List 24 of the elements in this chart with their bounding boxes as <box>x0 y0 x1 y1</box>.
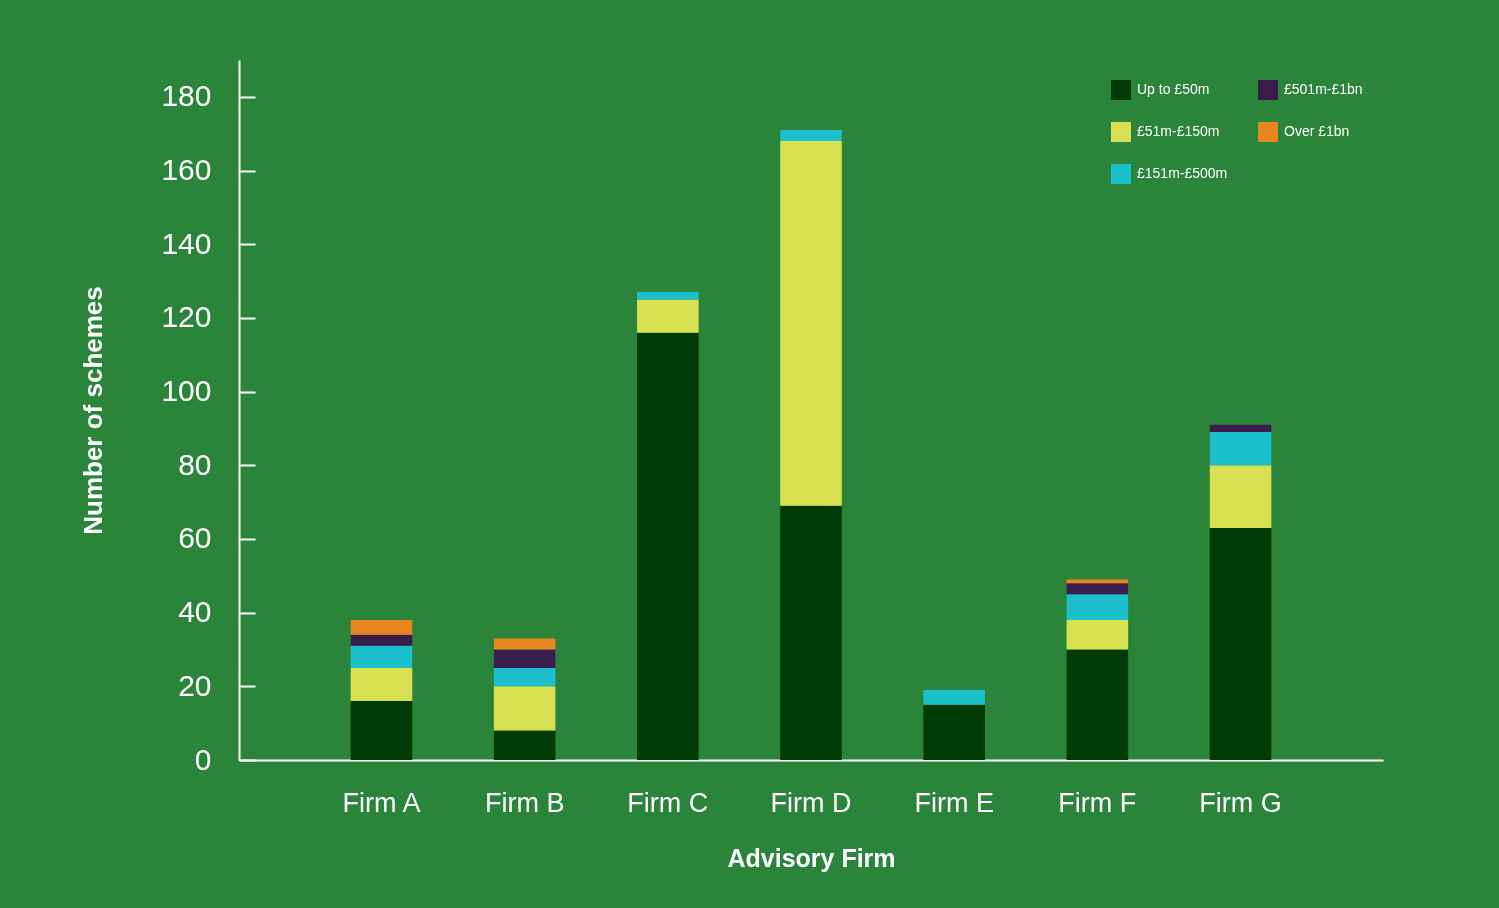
y-tick-label: 120 <box>161 300 212 334</box>
x-tick-label: Firm C <box>627 787 709 818</box>
y-tick-label: 160 <box>161 153 212 187</box>
legend-label: Up to £50m <box>1137 81 1210 97</box>
x-tick-label: Firm A <box>342 787 421 818</box>
x-tick-label: Firm E <box>914 787 994 818</box>
x-tick-label: Firm D <box>770 787 852 818</box>
legend-label: £51m-£150m <box>1137 123 1220 139</box>
legend-label: £501m-£1bn <box>1284 81 1363 97</box>
y-tick-label: 20 <box>178 668 212 702</box>
x-axis-title: Advisory Firm <box>727 843 896 872</box>
x-tick-label: Firm F <box>1058 787 1137 818</box>
legend-label: Over £1bn <box>1284 123 1350 139</box>
legend-label: £151m-£500m <box>1137 165 1228 181</box>
y-axis-title: Number of schemes <box>78 286 109 535</box>
y-tick-label: 180 <box>161 79 212 113</box>
y-tick-label: 40 <box>178 595 212 629</box>
y-tick-label: 100 <box>161 374 212 408</box>
y-tick-label: 0 <box>194 742 212 776</box>
x-tick-label: Firm B <box>484 787 565 818</box>
y-tick-label: 140 <box>161 226 212 260</box>
x-tick-label: Firm G <box>1199 787 1282 818</box>
y-tick-label: 60 <box>178 521 212 555</box>
y-tick-label: 80 <box>178 447 212 481</box>
